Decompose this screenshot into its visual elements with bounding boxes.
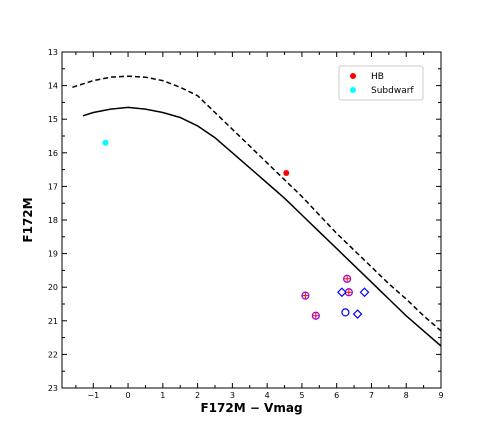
- point-ring: [301, 291, 310, 300]
- y-tick-label: 18: [48, 216, 58, 225]
- point-ring: [311, 311, 320, 320]
- x-axis: −1 0 1 2 3 4 5 6 7 8 9: [75, 52, 444, 400]
- plot-frame: [61, 51, 442, 389]
- y-tick-label: 23: [48, 384, 58, 393]
- curves-layer: [72, 75, 442, 347]
- y-tick-label: 21: [48, 317, 58, 326]
- legend-label: HB: [371, 72, 384, 82]
- x-tick-label: −1: [87, 391, 99, 400]
- y-tick-label: 17: [48, 182, 58, 191]
- x-tick-label: 5: [299, 391, 304, 400]
- data-point: [301, 291, 310, 300]
- x-tick-label: 0: [126, 391, 131, 400]
- point-ring: [343, 274, 352, 283]
- data-point: [343, 274, 352, 283]
- x-tick-label: 1: [160, 391, 165, 400]
- points-layer: [102, 139, 370, 320]
- data-point: [352, 309, 363, 319]
- legend-marker: [350, 73, 356, 79]
- solid-curve: [82, 106, 442, 347]
- x-axis-label: F172M − Vmag: [200, 401, 302, 415]
- x-tick-label: 3: [230, 391, 235, 400]
- data-point: [359, 287, 370, 298]
- x-tick-label: 2: [195, 391, 200, 400]
- legend: HB Subdwarf: [338, 65, 424, 101]
- data-point: [337, 287, 347, 298]
- data-point: [102, 139, 109, 146]
- y-tick-label: 14: [48, 82, 58, 91]
- x-tick-label: 7: [369, 391, 374, 400]
- legend-marker: [350, 87, 356, 93]
- x-tick-label: 9: [438, 391, 443, 400]
- data-point: [341, 308, 350, 317]
- y-tick-label: 16: [48, 149, 58, 158]
- data-point: [283, 169, 290, 176]
- y-axis: 13 14 15 16 17 18 19 20 21 22 23: [48, 48, 441, 393]
- y-tick-label: 22: [48, 350, 58, 359]
- x-tick-label: 4: [265, 391, 270, 400]
- legend-box: [338, 65, 424, 101]
- x-tick-label: 8: [404, 391, 409, 400]
- dashed-curve: [72, 75, 442, 332]
- y-tick-label: 20: [48, 283, 58, 292]
- y-tick-label: 13: [48, 48, 58, 57]
- y-axis-label: F172M: [21, 197, 35, 242]
- legend-label: Subdwarf: [371, 86, 414, 96]
- y-tick-label: 19: [48, 250, 58, 259]
- x-tick-label: 6: [334, 391, 339, 400]
- y-tick-label: 15: [48, 115, 58, 124]
- data-point: [311, 311, 320, 320]
